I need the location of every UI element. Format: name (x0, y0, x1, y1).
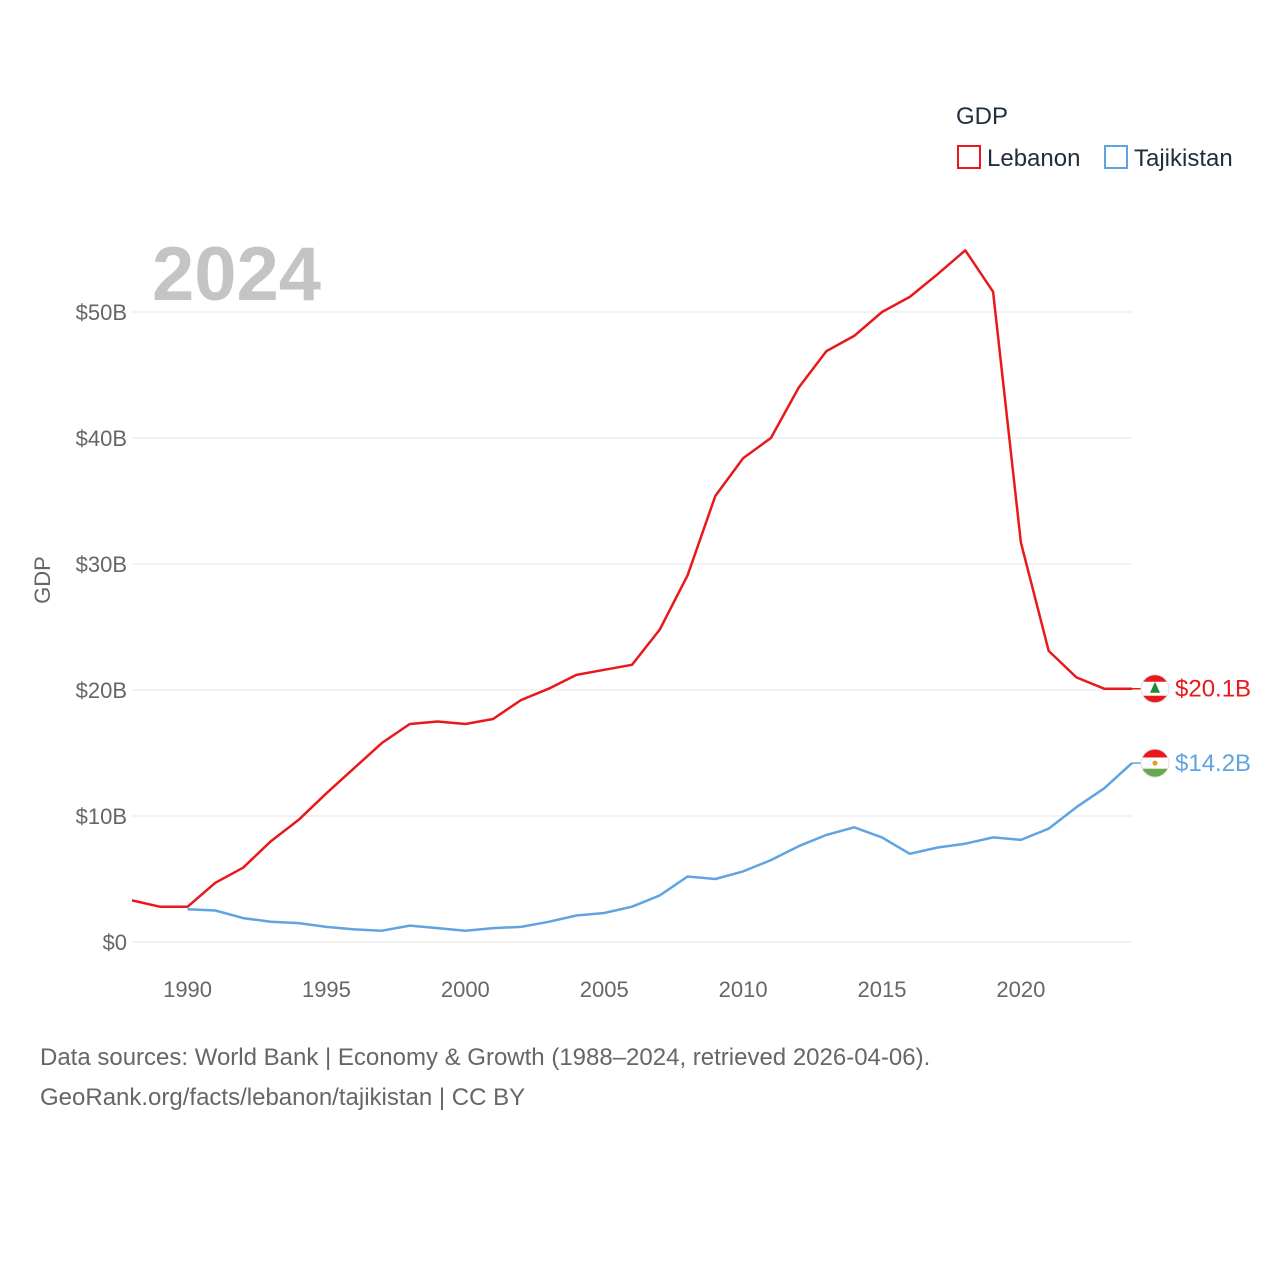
source-line-2[interactable]: GeoRank.org/facts/lebanon/tajikistan | C… (40, 1084, 526, 1111)
y-tick-label: $30B (76, 552, 127, 577)
x-axis-ticks: 1990 1995 2000 2005 2010 2015 2020 (163, 977, 1045, 1002)
x-tick-label: 2015 (858, 977, 907, 1002)
series-lines (131, 249, 1133, 932)
series-line-tajikistan[interactable] (187, 762, 1133, 932)
y-tick-label: $0 (103, 930, 127, 955)
x-tick-label: 2010 (719, 977, 768, 1002)
legend-item-tajikistan[interactable]: Tajikistan (1104, 145, 1233, 172)
series-line-lebanon[interactable] (131, 249, 1132, 908)
grid-lines (132, 311, 1132, 943)
end-value-label-tajikistan: $14.2B (1175, 750, 1251, 777)
x-tick-label: 1995 (302, 977, 351, 1002)
legend-swatch-tajikistan (1104, 145, 1128, 169)
y-axis-title: GDP (30, 556, 55, 604)
y-tick-label: $10B (76, 804, 127, 829)
y-tick-label: $50B (76, 300, 127, 325)
legend-swatch-lebanon (957, 145, 981, 169)
x-tick-label: 2005 (580, 977, 629, 1002)
legend-item-lebanon[interactable]: Lebanon (957, 145, 1080, 172)
tajikistan-flag-icon (1140, 748, 1170, 778)
y-axis-ticks: $0 $10B $20B $30B $40B $50B (76, 300, 127, 955)
legend: GDP Lebanon Tajikistan (956, 103, 1233, 172)
legend-title: GDP (956, 103, 1008, 130)
lebanon-flag-icon (1140, 674, 1170, 704)
y-tick-label: $20B (76, 678, 127, 703)
legend-label-tajikistan: Tajikistan (1134, 145, 1233, 172)
year-label: 2024 (152, 232, 321, 317)
x-tick-label: 2000 (441, 977, 490, 1002)
x-tick-label: 1990 (163, 977, 212, 1002)
x-tick-label: 2020 (996, 977, 1045, 1002)
end-value-label-lebanon: $20.1B (1175, 676, 1251, 703)
legend-label-lebanon: Lebanon (987, 145, 1080, 172)
source-line-1: Data sources: World Bank | Economy & Gro… (40, 1044, 931, 1071)
y-tick-label: $40B (76, 426, 127, 451)
series-endpoints: $20.1B $14.2B (1132, 674, 1251, 778)
